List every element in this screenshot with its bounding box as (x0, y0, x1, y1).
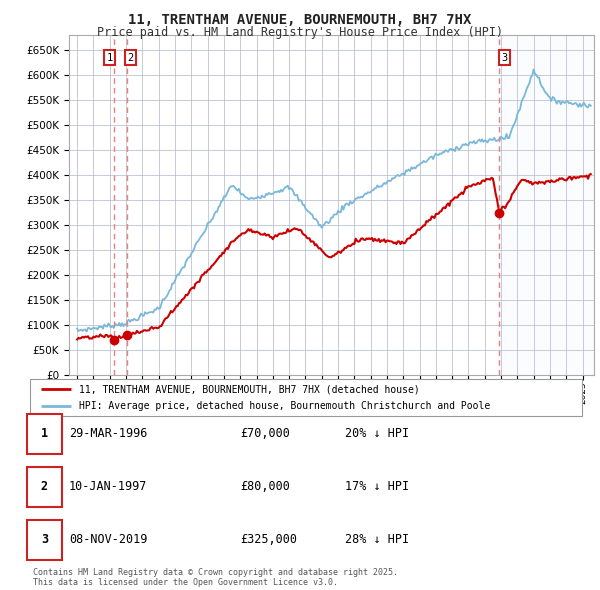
Text: 2: 2 (41, 480, 48, 493)
Text: 08-NOV-2019: 08-NOV-2019 (69, 533, 148, 546)
Text: 11, TRENTHAM AVENUE, BOURNEMOUTH, BH7 7HX: 11, TRENTHAM AVENUE, BOURNEMOUTH, BH7 7H… (128, 13, 472, 27)
Text: £70,000: £70,000 (240, 427, 290, 440)
Text: 28% ↓ HPI: 28% ↓ HPI (345, 533, 409, 546)
Text: 29-MAR-1996: 29-MAR-1996 (69, 427, 148, 440)
FancyBboxPatch shape (30, 379, 582, 416)
Text: 1: 1 (106, 53, 113, 63)
Text: 11, TRENTHAM AVENUE, BOURNEMOUTH, BH7 7HX (detached house): 11, TRENTHAM AVENUE, BOURNEMOUTH, BH7 7H… (79, 384, 419, 394)
Text: 3: 3 (502, 53, 508, 63)
Text: £325,000: £325,000 (240, 533, 297, 546)
Bar (499, 35, 594, 375)
Text: Price paid vs. HM Land Registry's House Price Index (HPI): Price paid vs. HM Land Registry's House … (97, 26, 503, 39)
Text: 1: 1 (41, 427, 48, 440)
Text: 2: 2 (128, 53, 134, 63)
Text: 3: 3 (41, 533, 48, 546)
Text: 20% ↓ HPI: 20% ↓ HPI (345, 427, 409, 440)
Text: £80,000: £80,000 (240, 480, 290, 493)
Text: 10-JAN-1997: 10-JAN-1997 (69, 480, 148, 493)
Text: Contains HM Land Registry data © Crown copyright and database right 2025.
This d: Contains HM Land Registry data © Crown c… (33, 568, 398, 587)
Text: 17% ↓ HPI: 17% ↓ HPI (345, 480, 409, 493)
Text: HPI: Average price, detached house, Bournemouth Christchurch and Poole: HPI: Average price, detached house, Bour… (79, 401, 490, 411)
